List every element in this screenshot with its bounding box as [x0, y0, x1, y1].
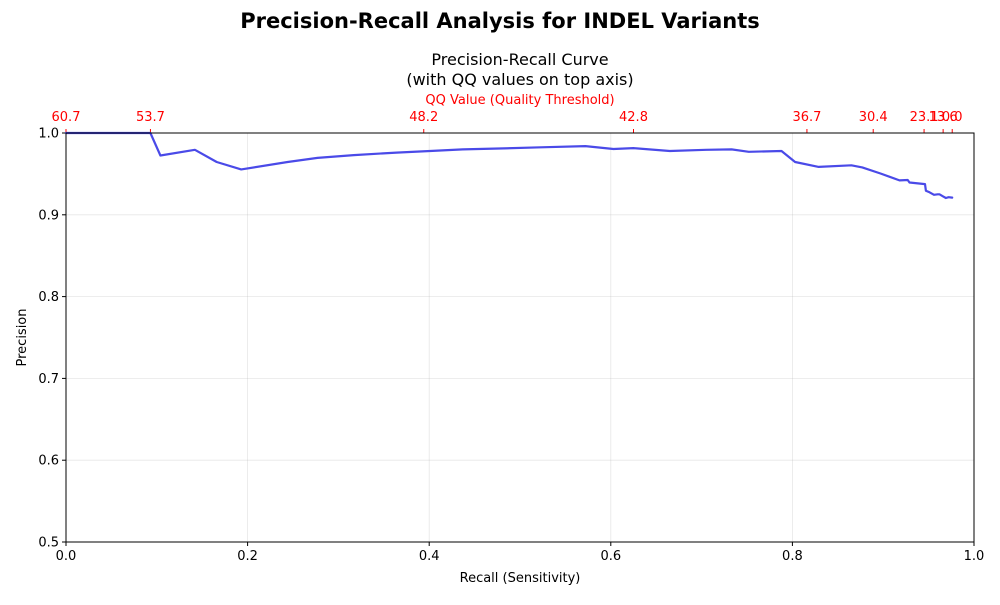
y-axis: 0.5 0.6 0.7 0.8 0.9 1.0	[38, 127, 66, 551]
y-tick-label: 1.0	[38, 127, 59, 142]
chart-title-line2: (with QQ values on top axis)	[406, 70, 633, 89]
x-tick-label: 0.8	[782, 549, 803, 564]
y-tick-label: 0.9	[38, 208, 59, 223]
top-qq-axis: 60.7 53.7 48.2 42.8 36.7 30.4 23.113.60.0	[52, 110, 963, 133]
top-qq-tick-label: 36.7	[792, 110, 821, 125]
x-tick-label: 1.0	[964, 549, 985, 564]
top-qq-tick-label: 53.7	[136, 110, 165, 125]
top-qq-tick-label: 48.2	[409, 110, 438, 125]
precision-recall-line	[64, 131, 954, 200]
top-qq-tick-label: 13.6	[929, 110, 958, 125]
y-tick-label: 0.7	[38, 372, 59, 387]
top-qq-tick-label: 42.8	[619, 110, 648, 125]
plot-frame	[65, 132, 975, 543]
top-axis-label: QQ Value (Quality Threshold)	[425, 93, 614, 108]
top-qq-tick-label: 23.1	[910, 110, 939, 125]
y-tick-label: 0.5	[38, 536, 59, 551]
x-axis-label: Recall (Sensitivity)	[460, 571, 581, 586]
x-tick-label: 0.2	[237, 549, 258, 564]
x-tick-label: 0.6	[600, 549, 621, 564]
grid	[65, 132, 975, 543]
x-axis: 0.0 0.2 0.4 0.6 0.8 1.0	[56, 542, 985, 564]
top-qq-tick-label: 60.7	[52, 110, 81, 125]
top-qq-tick-label: 30.4	[859, 110, 888, 125]
x-tick-label: 0.4	[419, 549, 440, 564]
chart-title-line1: Precision-Recall Curve	[431, 50, 608, 69]
y-tick-label: 0.6	[38, 454, 59, 469]
y-axis-label: Precision	[15, 308, 30, 366]
figure-suptitle: Precision-Recall Analysis for INDEL Vari…	[240, 9, 760, 33]
x-tick-label: 0.0	[56, 549, 77, 564]
y-tick-label: 0.8	[38, 290, 59, 305]
top-qq-tick-label: 0.0	[942, 110, 963, 125]
